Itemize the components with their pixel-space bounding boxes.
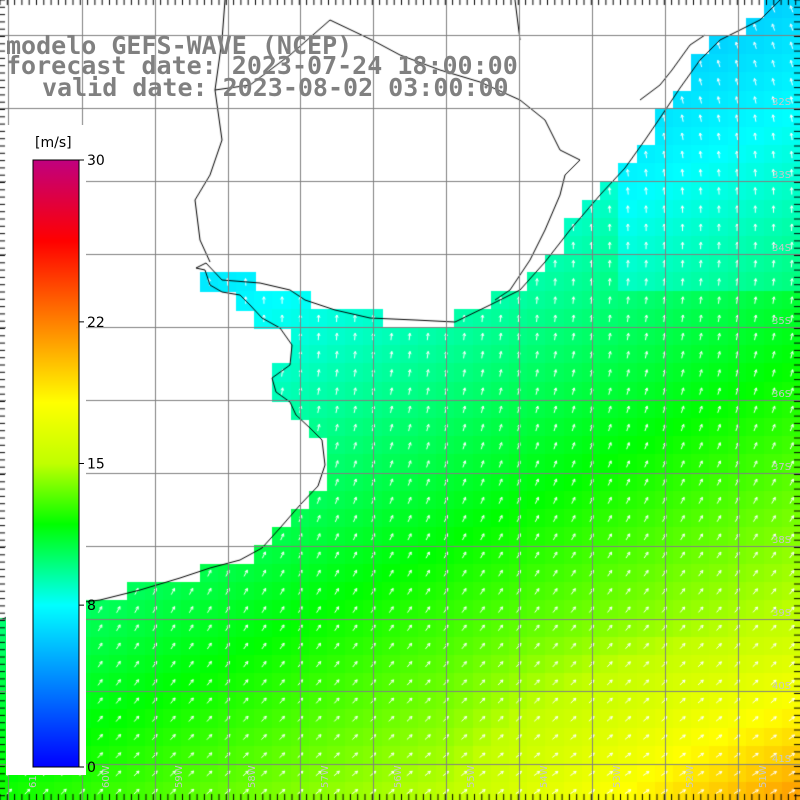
model-title: modelo GEFS-WAVE (NCEP) <box>6 31 353 60</box>
valid-date: valid date: 2023-08-02 03:00:00 <box>42 73 509 102</box>
forecast-date: forecast date: 2023-07-24 18:00:00 <box>6 51 518 80</box>
